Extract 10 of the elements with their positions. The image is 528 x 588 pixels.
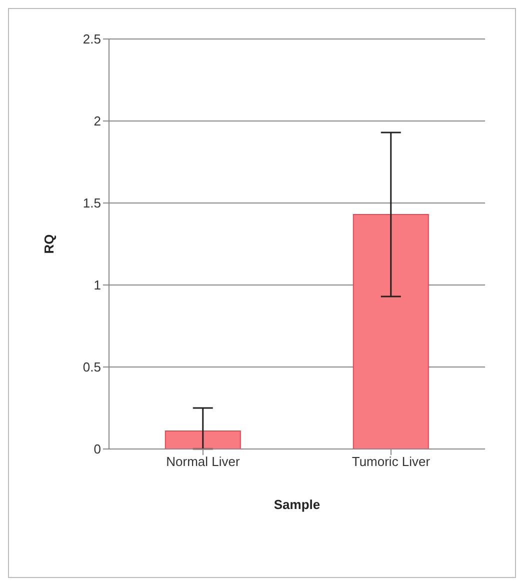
y-tick-label: 0 bbox=[94, 442, 101, 457]
y-tick-label: 1.5 bbox=[82, 196, 101, 211]
x-axis-title: Sample bbox=[274, 497, 320, 512]
y-tick-label: 2.5 bbox=[82, 32, 101, 47]
y-tick-label: 1 bbox=[94, 278, 101, 293]
x-tick-label: Normal Liver bbox=[166, 454, 241, 470]
x-tick-label: Tumoric Liver bbox=[352, 454, 431, 470]
y-tick-label: 2 bbox=[94, 114, 101, 129]
y-tick-label: 0.5 bbox=[82, 360, 101, 375]
y-axis-title: RQ bbox=[42, 234, 57, 254]
